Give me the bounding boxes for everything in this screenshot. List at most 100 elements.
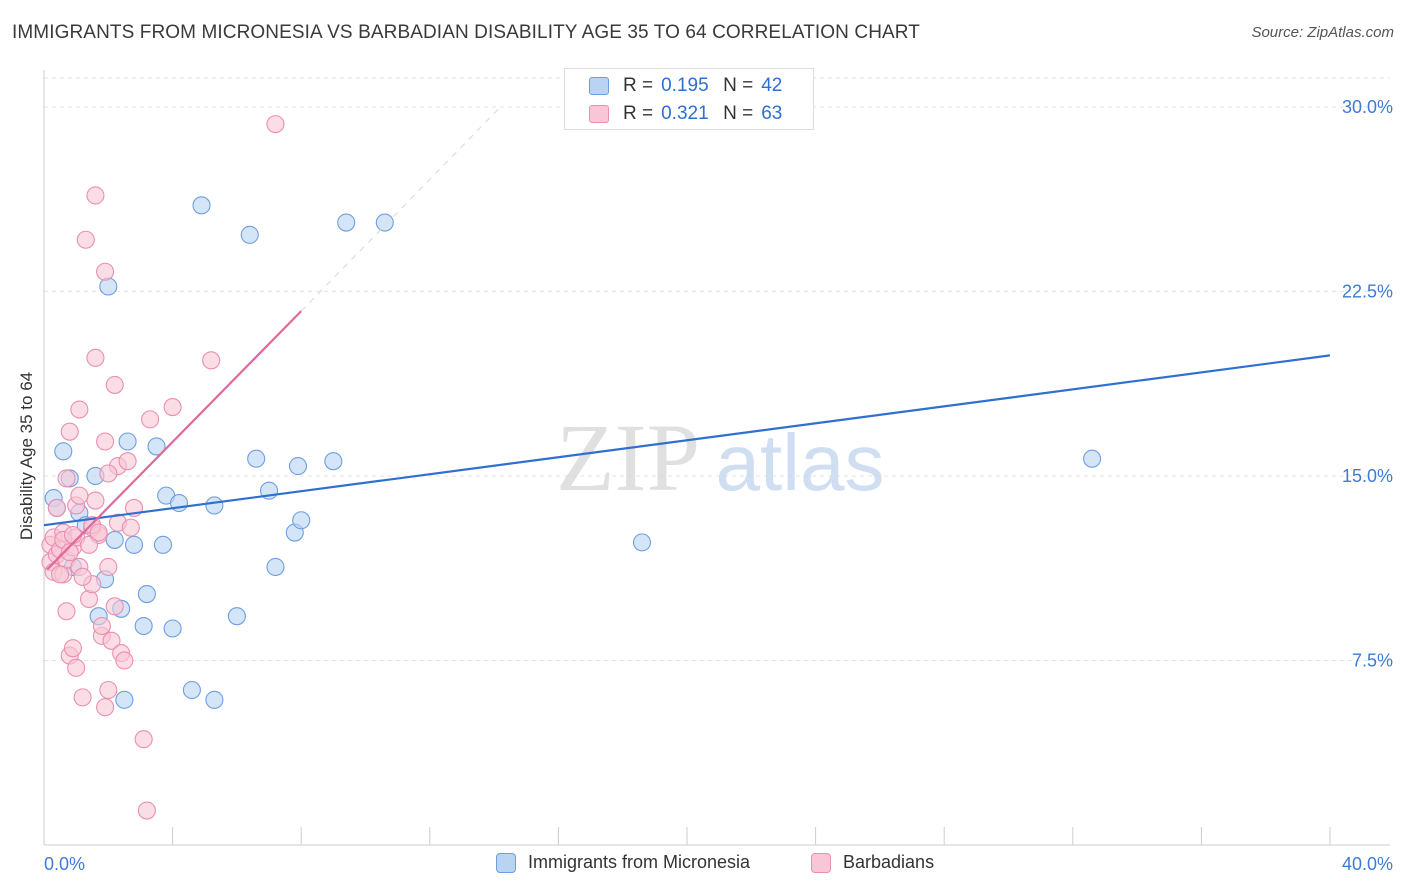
barbadian-point xyxy=(73,688,92,707)
barbadian-point xyxy=(76,230,95,249)
x-tick-label-min: 0.0% xyxy=(44,854,85,874)
micronesia-point xyxy=(118,432,137,451)
r-value: 0.321 xyxy=(661,103,709,124)
micronesia-point xyxy=(163,619,182,638)
r-label: R = xyxy=(623,75,654,96)
stats-legend: R = 0.195 N = 42 R = 0.321 N = 63 xyxy=(564,68,814,130)
micronesia-point xyxy=(337,213,356,232)
legend-item-micronesia[interactable]: Immigrants from Micronesia xyxy=(496,852,750,873)
barbadian-point xyxy=(105,375,124,394)
source-label: Source: ZipAtlas.com xyxy=(1251,24,1394,41)
barbadian-point xyxy=(118,452,137,471)
barbadian-point xyxy=(92,616,111,636)
micronesia-point xyxy=(192,196,211,215)
barbadian-point xyxy=(60,543,79,562)
barbadian-trend-extension xyxy=(300,106,501,312)
micronesia-point xyxy=(182,680,201,700)
barbadian-point xyxy=(63,525,82,545)
watermark-atlas: atlas xyxy=(716,418,885,507)
legend-item-barbadians[interactable]: Barbadians xyxy=(811,852,934,873)
barbadian-point xyxy=(86,491,105,510)
series-legend: Immigrants from Micronesia Barbadians xyxy=(0,852,1406,878)
barbadian-point xyxy=(51,565,70,584)
y-tick-label: 30.0% xyxy=(1342,97,1393,117)
barbadian-point xyxy=(89,523,108,542)
watermark-zip: ZIP xyxy=(556,404,700,511)
barbadian-point xyxy=(102,631,121,650)
micronesia-point xyxy=(632,533,652,552)
r-label: R = xyxy=(623,103,654,124)
barbadian-point xyxy=(60,422,79,441)
micronesia-point xyxy=(124,535,144,554)
barbadian-point xyxy=(99,680,118,700)
micronesia-point xyxy=(247,449,266,468)
barbadian-point xyxy=(57,602,76,621)
micronesia-point xyxy=(134,616,153,636)
barbadian-point xyxy=(96,262,115,281)
barbadian-point xyxy=(79,535,99,554)
micronesia-point xyxy=(292,511,311,530)
barbadian-point xyxy=(121,518,140,537)
barbadian-point xyxy=(137,801,156,820)
barbadian-point xyxy=(86,348,105,367)
barbadian-point xyxy=(163,398,182,417)
x-tick-label-max: 40.0% xyxy=(1342,854,1393,874)
y-tick-label: 7.5% xyxy=(1352,650,1393,670)
barbadian-point xyxy=(57,469,76,488)
barbadian-point xyxy=(70,400,89,419)
micronesia-point xyxy=(205,690,224,709)
r-value: 0.195 xyxy=(661,75,709,96)
y-tick-label: 22.5% xyxy=(1342,281,1393,301)
barbadian-point xyxy=(141,410,160,429)
micronesia-point xyxy=(375,213,394,232)
n-label: N = xyxy=(723,103,754,124)
micronesia-point xyxy=(153,535,173,554)
legend-label-barbadians: Barbadians xyxy=(843,852,935,872)
micronesia-point xyxy=(115,690,134,709)
micronesia-point xyxy=(1083,449,1102,468)
barbadian-point xyxy=(99,464,118,483)
micronesia-trend-line xyxy=(43,354,1331,527)
barbadian-point xyxy=(79,589,99,609)
micronesia-point xyxy=(137,584,156,604)
micronesia-point xyxy=(227,607,246,626)
y-axis-title: Disability Age 35 to 64 xyxy=(17,371,36,541)
gridlines xyxy=(44,77,1390,661)
barbadian-point xyxy=(96,432,115,451)
micronesia-point xyxy=(99,277,118,296)
axes xyxy=(43,70,1390,846)
n-value: 42 xyxy=(761,75,783,96)
barbadian-point xyxy=(86,186,105,205)
micronesia-point xyxy=(288,457,308,476)
stats-row-micronesia: R = 0.195 N = 42 xyxy=(589,74,782,98)
trend-lines xyxy=(43,106,1331,571)
barbadian-trend-line xyxy=(46,310,302,571)
legend-swatch-barbadians xyxy=(811,852,831,873)
tick-labels: 7.5% 15.0% 22.5% 30.0% 0.0% 40.0% xyxy=(44,97,1393,874)
micronesia-point xyxy=(240,225,259,244)
barbadian-point xyxy=(47,498,66,517)
micronesia-point xyxy=(324,452,343,471)
chart-title: IMMIGRANTS FROM MICRONESIA VS BARBADIAN … xyxy=(12,22,920,43)
micronesia-point xyxy=(266,557,285,577)
legend-swatch-micronesia xyxy=(496,852,516,873)
micronesia-point xyxy=(147,437,166,456)
barbadian-point xyxy=(134,730,153,749)
barbadian-point xyxy=(96,698,115,717)
barbadian-point xyxy=(266,115,285,134)
barbadian-point xyxy=(115,651,134,670)
barbadian-point xyxy=(105,597,124,616)
micronesia-point xyxy=(54,442,73,461)
micronesia-point xyxy=(205,496,224,515)
n-label: N = xyxy=(723,75,754,96)
data-points xyxy=(41,115,1102,820)
legend-label-micronesia: Immigrants from Micronesia xyxy=(528,852,751,872)
micronesia-point xyxy=(105,530,124,549)
y-tick-label: 15.0% xyxy=(1342,466,1393,486)
swatch-micronesia xyxy=(589,77,609,95)
barbadian-point xyxy=(73,567,92,586)
barbadian-point xyxy=(63,639,82,658)
barbadian-point xyxy=(99,557,118,577)
barbadian-point xyxy=(67,658,86,677)
